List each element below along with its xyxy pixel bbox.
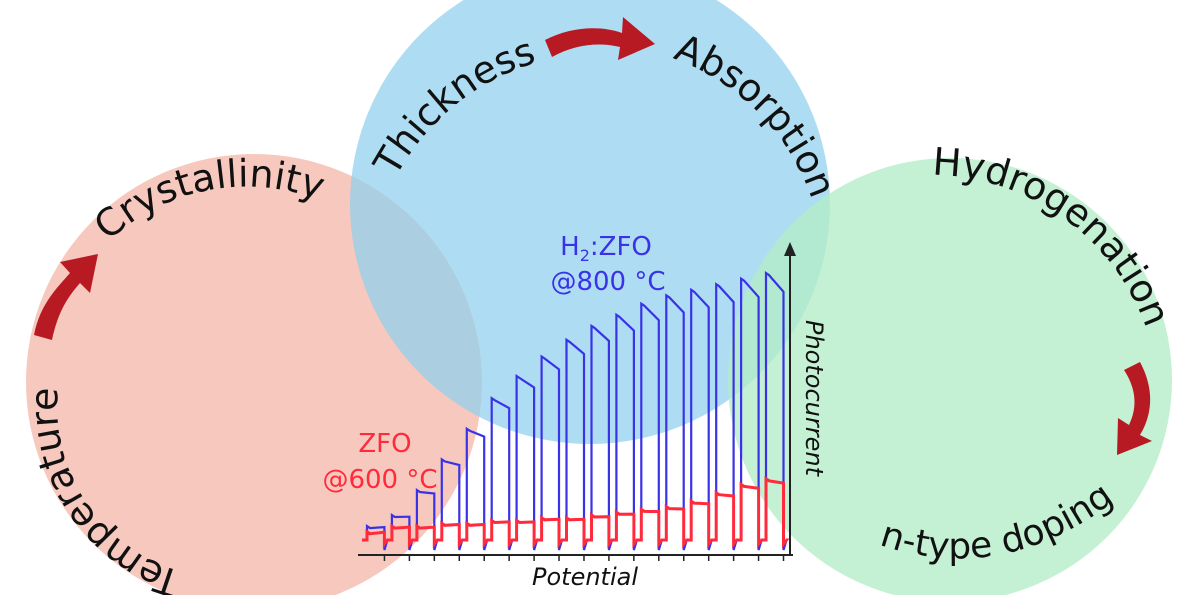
zfo-series-label: ZFO: [358, 429, 411, 459]
temperature-to-crystallinity-arrow-icon: [34, 254, 98, 340]
thickness-to-absorption-arrow-icon: [545, 17, 655, 60]
h2zfo-series-line: [362, 271, 788, 551]
h2zfo-series-label: H2:ZFO: [560, 232, 652, 265]
x-axis-label: Potential: [532, 563, 638, 591]
zfo-series-line: [362, 475, 790, 549]
h2zfo-series-temperature-label: @800 °C: [550, 267, 665, 297]
y-axis-label: Photocurrent: [800, 320, 828, 478]
zfo-series-temperature-label: @600 °C: [322, 465, 437, 495]
hydrogenation-to-doping-arrow-icon: [1117, 362, 1152, 455]
x-axis-ticks: [383, 555, 785, 561]
thickness-absorption-circle: [350, 0, 830, 444]
y-axis-arrowhead-icon: [784, 242, 796, 256]
photocurrent-plot: Potential Photocurrent H2:ZFO @800 °C ZF…: [322, 232, 828, 591]
hydrogenation-doping-circle: [728, 158, 1172, 595]
